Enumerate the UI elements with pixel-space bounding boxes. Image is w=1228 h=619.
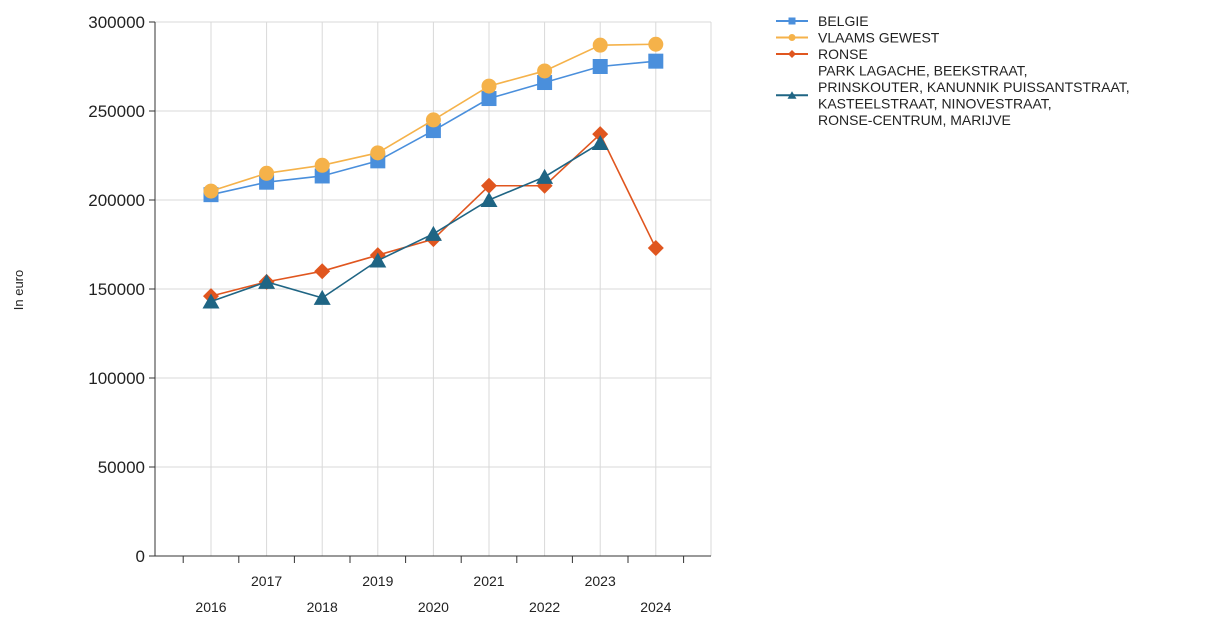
legend-marker [788, 50, 796, 58]
data-point [648, 36, 664, 52]
series-0 [203, 53, 664, 203]
y-axis-title: In euro [11, 270, 26, 310]
x-tick-label: 2020 [418, 599, 449, 615]
data-point [536, 168, 554, 184]
data-point [481, 177, 497, 194]
y-tick-label: 0 [136, 547, 145, 566]
data-point [592, 37, 608, 53]
data-point [424, 225, 442, 241]
legend-label: RONSE [818, 46, 868, 62]
legend-marker [787, 91, 797, 99]
series [202, 36, 664, 309]
legend-label: PRINSKOUTER, KANUNNIK PUISSANTSTRAAT, [818, 79, 1130, 95]
data-point [203, 183, 219, 199]
data-point [481, 78, 497, 94]
data-point [313, 289, 331, 305]
x-tick-label: 2019 [362, 573, 393, 589]
legend-label: VLAAMS GEWEST [818, 30, 940, 46]
data-point [314, 168, 330, 184]
data-point [369, 252, 387, 268]
x-tick-labels: 2016 2017 2018 2019 2020 2021 2022 2023 2024 [195, 573, 671, 615]
y-tick-label: 200000 [88, 191, 145, 210]
y-tick-label: 50000 [98, 458, 145, 477]
y-tick-label: 150000 [88, 280, 145, 299]
data-point [425, 123, 441, 139]
x-tick-label: 2017 [251, 573, 282, 589]
legend-item: BELGIE [776, 13, 869, 29]
legend-marker [788, 17, 796, 25]
data-point [480, 192, 498, 207]
legend-label: PARK LAGACHE, BEEKSTRAAT, [818, 63, 1028, 79]
data-point [314, 157, 330, 173]
legend-marker [788, 34, 796, 41]
legend-label: BELGIE [818, 13, 869, 29]
series-line [210, 142, 601, 303]
data-point [592, 59, 608, 74]
legend-label: KASTEELSTRAAT, NINOVESTRAAT, [818, 96, 1052, 112]
series-1 [203, 36, 664, 199]
data-point [370, 145, 386, 161]
y-tick-label: 100000 [88, 369, 145, 388]
data-point [647, 240, 664, 257]
y-tick-label: 250000 [88, 102, 145, 121]
axes [149, 21, 711, 563]
legend-item: RONSE [776, 46, 868, 62]
x-tick-label: 2021 [473, 573, 504, 589]
data-point [259, 165, 275, 181]
x-tick-label: 2018 [307, 599, 338, 615]
data-point [314, 263, 331, 280]
x-tick-label: 2022 [529, 599, 560, 615]
data-point [481, 91, 497, 107]
data-point [537, 63, 553, 79]
y-tick-labels: 0 50000 100000 150000 200000 250000 300000 [88, 13, 145, 566]
x-tick-label: 2016 [195, 599, 226, 615]
data-point [592, 126, 609, 143]
data-point [591, 135, 609, 151]
series-3 [202, 135, 609, 309]
data-point [537, 75, 553, 91]
data-point [425, 112, 441, 128]
y-tick-label: 300000 [88, 13, 145, 32]
data-point [202, 293, 220, 309]
grid [155, 21, 712, 556]
legend-item: PARK LAGACHE, BEEKSTRAAT,PRINSKOUTER, KA… [776, 63, 1130, 128]
legend-label: RONSE-CENTRUM, MARIJVE [818, 112, 1011, 128]
data-point [258, 273, 276, 289]
x-tick-label: 2023 [585, 573, 616, 589]
x-tick-label: 2024 [640, 599, 671, 615]
legend-item: VLAAMS GEWEST [776, 30, 940, 46]
data-point [648, 53, 664, 69]
